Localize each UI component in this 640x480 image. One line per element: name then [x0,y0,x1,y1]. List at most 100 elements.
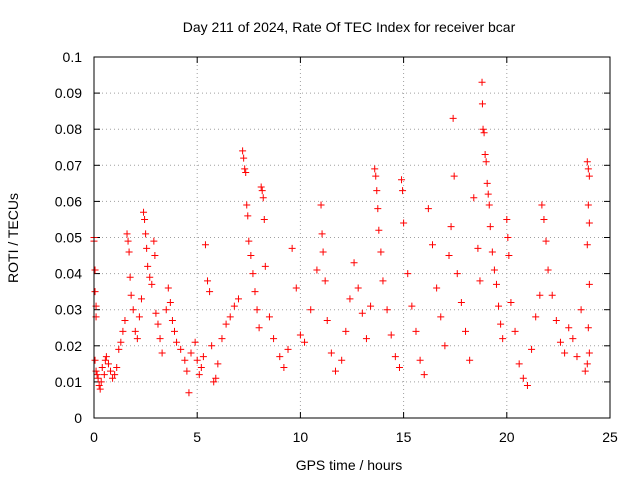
data-point-marker [481,150,489,158]
data-point-marker [218,335,226,343]
data-point-marker [296,331,304,339]
data-point-marker [323,317,331,325]
data-point-marker [358,309,366,317]
data-point-marker [214,360,222,368]
y-tick-label: 0.04 [55,266,82,282]
data-point-marker [585,172,593,180]
data-point-marker [581,367,589,375]
data-point-marker [158,349,166,357]
data-point-marker [197,363,205,371]
data-point-marker [408,302,416,310]
data-point-marker [433,284,441,292]
data-point-marker [383,306,391,314]
data-point-marker [317,201,325,209]
data-point-marker [499,335,507,343]
data-point-marker [583,241,591,249]
data-point-marker [511,327,519,335]
data-point-marker [226,313,234,321]
data-point-marker [143,244,151,252]
data-point-marker [164,284,172,292]
data-point-marker [528,345,536,353]
data-point-marker [240,154,248,162]
data-point-marker [222,320,230,328]
data-point-marker [561,349,569,357]
y-tick-label: 0.01 [55,374,82,390]
data-point-marker [495,302,503,310]
data-point-marker [447,223,455,231]
data-point-marker [573,353,581,361]
x-axis-label: GPS time / hours [296,457,403,473]
data-point-marker [141,215,149,223]
data-point-marker [148,280,156,288]
x-tick-label: 25 [602,429,618,445]
data-point-marker [102,353,110,361]
data-point-marker [449,114,457,122]
data-point-marker [111,371,119,379]
plot-frame [93,56,611,419]
data-point-marker [234,295,242,303]
data-point-marker [544,266,552,274]
data-point-marker [173,338,181,346]
data-point-marker [375,226,383,234]
data-point-marker [115,345,123,353]
chart-title: Day 211 of 2024, Rate Of TEC Index for r… [183,19,516,35]
data-point-marker [318,230,326,238]
data-point-marker [100,371,108,379]
data-point-marker [162,306,170,314]
data-point-marker [327,349,335,357]
data-point-marker [109,374,117,382]
data-point-marker [146,273,154,281]
data-point-marker [478,100,486,108]
data-point-marker [338,356,346,364]
data-point-marker [583,360,591,368]
data-point-marker [387,331,395,339]
x-tick-label: 15 [396,429,412,445]
data-point-marker [301,338,309,346]
data-point-marker [249,270,257,278]
data-point-marker [181,356,189,364]
data-point-marker [503,215,511,223]
data-point-marker [374,205,382,213]
y-tick-label: 0 [74,410,82,426]
data-point-marker [532,313,540,321]
data-point-marker [193,356,201,364]
x-tick-label: 5 [193,429,201,445]
data-point-marker [391,353,399,361]
data-point-marker [584,201,592,209]
data-point-marker [129,306,137,314]
data-point-marker [466,356,474,364]
data-point-marker [241,165,249,173]
data-point-marker [583,158,591,166]
data-point-marker [210,378,218,386]
data-point-marker [258,187,266,195]
data-point-marker [548,291,556,299]
data-point-marker [91,288,99,296]
data-point-marker [342,327,350,335]
data-point-marker [577,306,585,314]
data-point-marker [416,356,424,364]
data-point-marker [151,252,159,260]
data-point-marker [104,360,112,368]
data-point-marker [95,382,103,390]
data-point-marker [362,335,370,343]
data-point-marker [367,302,375,310]
data-point-marker [208,342,216,350]
data-point-marker [239,147,247,155]
data-point-marker [185,389,193,397]
data-point-marker [428,241,436,249]
data-point-marker [187,349,195,357]
data-point-marker [346,295,354,303]
data-point-marker [420,371,428,379]
data-point-marker [313,266,321,274]
data-point-marker [152,309,160,317]
data-point-marker [484,190,492,198]
y-tick-label: 0.09 [55,85,82,101]
data-point-marker [485,201,493,209]
data-point-marker [371,165,379,173]
data-point-marker [321,277,329,285]
data-point-marker [270,335,278,343]
data-point-marker [230,302,238,310]
data-point-marker [565,324,573,332]
data-point-marker [133,335,141,343]
data-point-marker [319,248,327,256]
